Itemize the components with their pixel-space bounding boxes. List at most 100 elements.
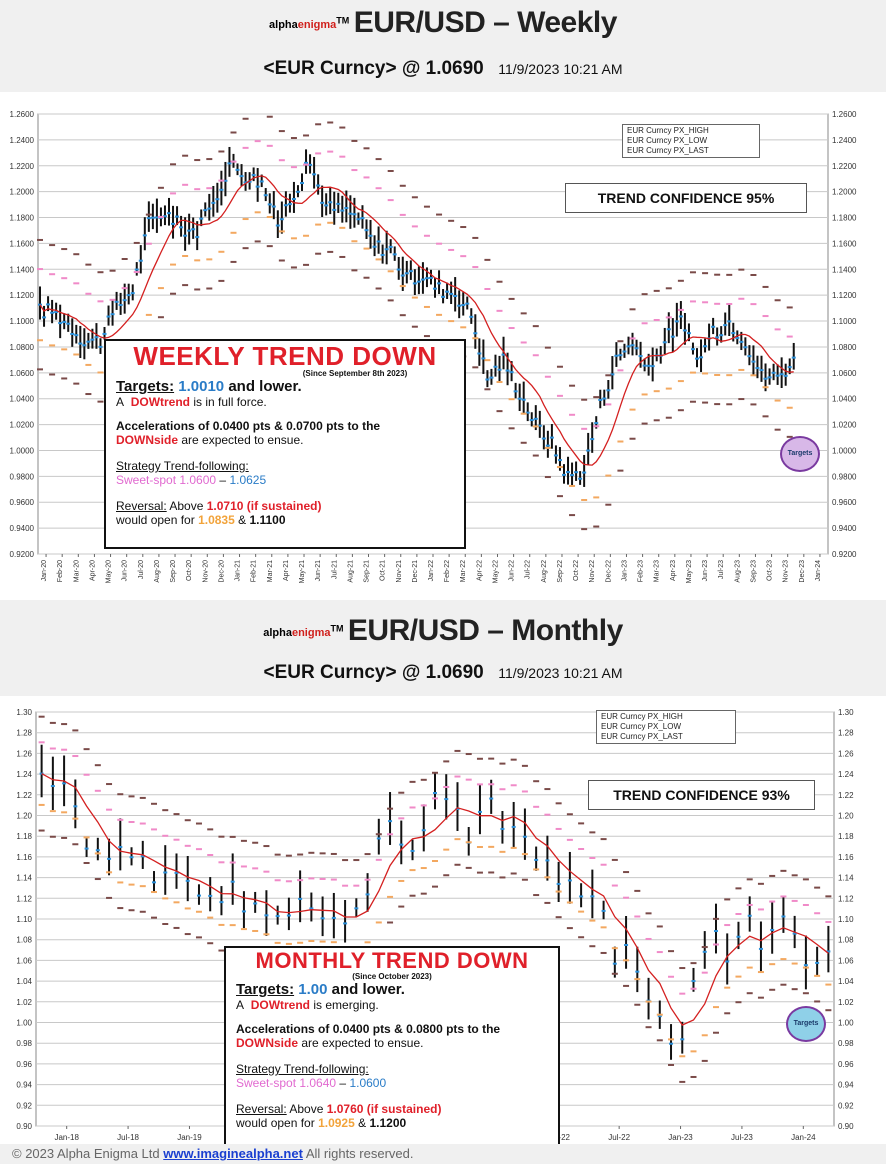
y-tick-label-right: 0.9200 (832, 550, 857, 559)
y-tick-label-left: 1.30 (16, 708, 32, 717)
y-tick-label-left: 1.26 (16, 749, 32, 758)
sweet-a: 1.0600 (179, 473, 217, 487)
reversal-value: 1.0760 (if sustained) (326, 1102, 442, 1116)
y-tick-label-left: 1.10 (16, 915, 32, 924)
downside-word: DOWNside (116, 433, 179, 447)
y-tick-label-left: 1.14 (16, 874, 32, 883)
weekly-headline: WEEKLY TREND DOWN (133, 341, 437, 371)
y-tick-label-left: 0.9400 (10, 524, 35, 533)
legend-item-high: EUR Curncy PX_HIGH (601, 712, 683, 721)
y-tick-label-left: 1.0800 (10, 343, 35, 352)
reversal-value: 1.0710 (if sustained) (206, 499, 322, 513)
x-tick-label: Apr-21 (283, 560, 290, 581)
y-tick-label-right: 1.1000 (832, 317, 857, 326)
monthly-since: (Since October 2023) (352, 972, 432, 981)
y-tick-label-right: 0.94 (838, 1081, 854, 1090)
x-tick-label: Sep-22 (557, 560, 564, 583)
footer-link[interactable]: www.imaginealpha.net (163, 1146, 303, 1161)
weekly-open-for: would open for 1.0835 & 1.1100 (116, 513, 454, 527)
monthly-subtitle-row: <EUR Curncy> @ 1.0690 11/9/2023 10:21 AM (0, 662, 886, 684)
weekly-targets-bubble[interactable]: Targets (780, 436, 820, 472)
x-tick-label: Jul-18 (117, 1133, 139, 1142)
y-tick-label-right: 1.18 (838, 832, 854, 841)
x-tick-label: Mar-20 (73, 560, 80, 582)
dowtrend-a: A (116, 395, 125, 409)
x-tick-label: Oct-20 (186, 560, 193, 581)
open-b: 1.1200 (369, 1116, 407, 1130)
y-tick-label-left: 1.0200 (10, 421, 35, 430)
sweet-dash: – (219, 473, 227, 487)
x-tick-label: Jan-24 (815, 560, 822, 582)
y-tick-label-left: 1.06 (16, 956, 32, 965)
x-tick-label: Jan-18 (54, 1133, 79, 1142)
x-tick-label: May-20 (106, 560, 113, 583)
weekly-chart-panel: alphaenigmaTM EUR/USD – Weekly <EUR Curn… (0, 0, 886, 583)
x-tick-label: Feb-22 (444, 560, 451, 582)
open-text: would open for (236, 1116, 315, 1130)
brand-prefix: alpha (263, 626, 292, 639)
sweet-b: 1.0625 (229, 473, 267, 487)
x-tick-label: Mar-21 (267, 560, 274, 582)
monthly-headline: MONTHLY TREND DOWN (255, 948, 529, 973)
monthly-title: EUR/USD – Monthly (347, 614, 623, 647)
y-tick-label-right: 1.24 (838, 770, 854, 779)
x-tick-label: Oct-22 (573, 560, 580, 581)
monthly-timestamp: 11/9/2023 10:21 AM (498, 665, 623, 681)
y-tick-label-right: 1.28 (838, 729, 854, 738)
x-tick-label: Dec-21 (412, 560, 419, 583)
brand-prefix: alpha (269, 18, 298, 31)
x-tick-label: Jul-23 (731, 1133, 753, 1142)
x-tick-label: Aug-23 (734, 560, 741, 583)
y-tick-label-right: 1.1400 (832, 265, 857, 274)
x-tick-label: Oct-23 (767, 560, 774, 581)
trademark: TM (336, 15, 350, 26)
open-a: 1.0925 (318, 1116, 355, 1130)
y-tick-label-right: 1.0800 (832, 343, 857, 352)
x-tick-label: Apr-22 (476, 560, 483, 581)
targets-label: Targets: (236, 981, 295, 998)
monthly-legend: EUR Curncy PX_HIGH EUR Curncy PX_LOW EUR… (596, 710, 736, 744)
weekly-strategy: Strategy Trend-following: (116, 459, 249, 473)
y-tick-label-right: 1.0400 (832, 395, 857, 404)
x-tick-label: Nov-22 (589, 560, 596, 583)
y-tick-label-right: 1.1200 (832, 291, 857, 300)
x-tick-label: Jun-21 (315, 560, 322, 582)
weekly-reversal: Reversal: Above 1.0710 (if sustained) (116, 499, 454, 513)
brand-logo: alphaenigmaTM (263, 623, 343, 639)
x-tick-label: Jun-23 (702, 560, 709, 582)
y-tick-label-left: 1.2400 (10, 136, 35, 145)
sweet-dash: – (339, 1076, 347, 1090)
y-tick-label-left: 1.20 (16, 812, 32, 821)
brand-suffix: enigma (297, 18, 337, 31)
monthly-strategy: Strategy Trend-following: (236, 1062, 369, 1076)
x-tick-label: Jul-21 (331, 560, 338, 579)
y-tick-label-left: 1.0000 (10, 446, 35, 455)
y-tick-label-right: 1.04 (838, 977, 854, 986)
reversal-label: Reversal: (116, 499, 167, 513)
trademark: TM (330, 623, 344, 634)
y-tick-label-left: 1.00 (16, 1019, 32, 1028)
x-tick-label: Sep-23 (750, 560, 757, 583)
monthly-reversal: Reversal: Above 1.0760 (if sustained) (236, 1102, 548, 1116)
monthly-targets-bubble[interactable]: Targets (786, 1006, 826, 1042)
dowtrend-rest: is emerging. (313, 998, 379, 1012)
y-tick-label-left: 1.2200 (10, 162, 35, 171)
x-tick-label: Jan-22 (428, 560, 435, 582)
monthly-header-band (0, 600, 886, 696)
y-tick-label-left: 0.96 (16, 1060, 32, 1069)
weekly-header-band (0, 0, 886, 92)
y-tick-label-left: 0.9200 (10, 550, 35, 559)
monthly-dowtrend-line: A DOWtrend is emerging. (236, 998, 548, 1012)
weekly-accel-line-1: Accelerations of 0.0400 pts & 0.0700 pts… (116, 419, 381, 433)
monthly-subtitle: <EUR Curncy> @ 1.0690 (263, 662, 484, 683)
y-tick-label-left: 1.1200 (10, 291, 35, 300)
open-text: would open for (116, 513, 195, 527)
y-tick-label-right: 0.90 (838, 1122, 854, 1131)
x-tick-label: Jul-20 (138, 560, 145, 579)
x-tick-label: Sep-21 (364, 560, 371, 583)
y-tick-label-left: 0.9800 (10, 472, 35, 481)
reversal-text: Above (289, 1102, 324, 1116)
y-tick-label-left: 1.12 (16, 894, 32, 903)
y-tick-label-left: 0.94 (16, 1081, 32, 1090)
y-tick-label-left: 1.2000 (10, 188, 35, 197)
